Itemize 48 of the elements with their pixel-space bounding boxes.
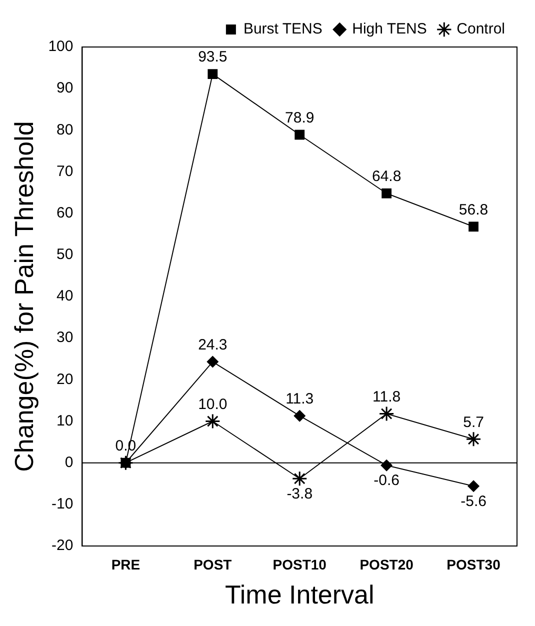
y-tick-label: 70 xyxy=(56,162,74,180)
x-tick-label: PRE xyxy=(111,556,140,572)
point xyxy=(382,188,392,198)
data-label: 11.3 xyxy=(286,390,314,408)
x-tick-label: POST20 xyxy=(360,556,414,572)
point xyxy=(120,458,131,468)
y-tick-label: 10 xyxy=(56,412,74,430)
point xyxy=(468,480,480,492)
data-label: 93.5 xyxy=(198,48,228,66)
x-tick-label: POST xyxy=(194,556,232,572)
data-label: -3.8 xyxy=(286,485,313,502)
y-tick-label: 80 xyxy=(56,121,74,138)
x-tick-label: POST30 xyxy=(446,556,501,572)
data-label: -5.6 xyxy=(460,492,486,510)
data-label: 11.8 xyxy=(372,388,401,406)
data-label: 10.0 xyxy=(198,396,228,413)
point xyxy=(208,69,218,79)
y-axis-title: Change(%) for Pain Threshold xyxy=(8,121,39,472)
y-tick-label: 90 xyxy=(56,80,74,97)
point xyxy=(466,431,482,447)
point xyxy=(294,410,306,422)
y-tick-label: 0 xyxy=(64,454,74,471)
data-label: -0.6 xyxy=(374,472,400,489)
y-tick-label: 40 xyxy=(56,288,74,305)
legend-label: Burst TENS xyxy=(243,20,322,38)
data-label: 5.7 xyxy=(463,414,484,431)
point xyxy=(294,130,305,140)
legend-label: High TENS xyxy=(352,20,427,38)
y-tick-label: 30 xyxy=(56,329,74,346)
point xyxy=(292,470,308,486)
data-label: 64.8 xyxy=(372,168,402,186)
x-axis-title: Time Interval xyxy=(224,580,374,610)
y-tick-label: -10 xyxy=(52,496,74,513)
y-tick-label: 60 xyxy=(56,204,74,222)
point xyxy=(468,222,478,232)
data-label: 24.3 xyxy=(198,336,228,354)
point xyxy=(204,414,220,429)
point xyxy=(206,356,219,368)
legend-label: Control xyxy=(456,20,506,38)
y-tick-label: -20 xyxy=(52,537,74,554)
y-tick-label: 20 xyxy=(56,370,74,388)
y-tick-label: 100 xyxy=(48,38,74,56)
data-label: 56.8 xyxy=(458,201,488,218)
point xyxy=(380,459,393,472)
y-tick-label: 50 xyxy=(56,246,74,264)
point xyxy=(378,406,394,422)
x-tick-label: POST10 xyxy=(272,556,327,572)
data-label: 78.9 xyxy=(285,109,314,126)
